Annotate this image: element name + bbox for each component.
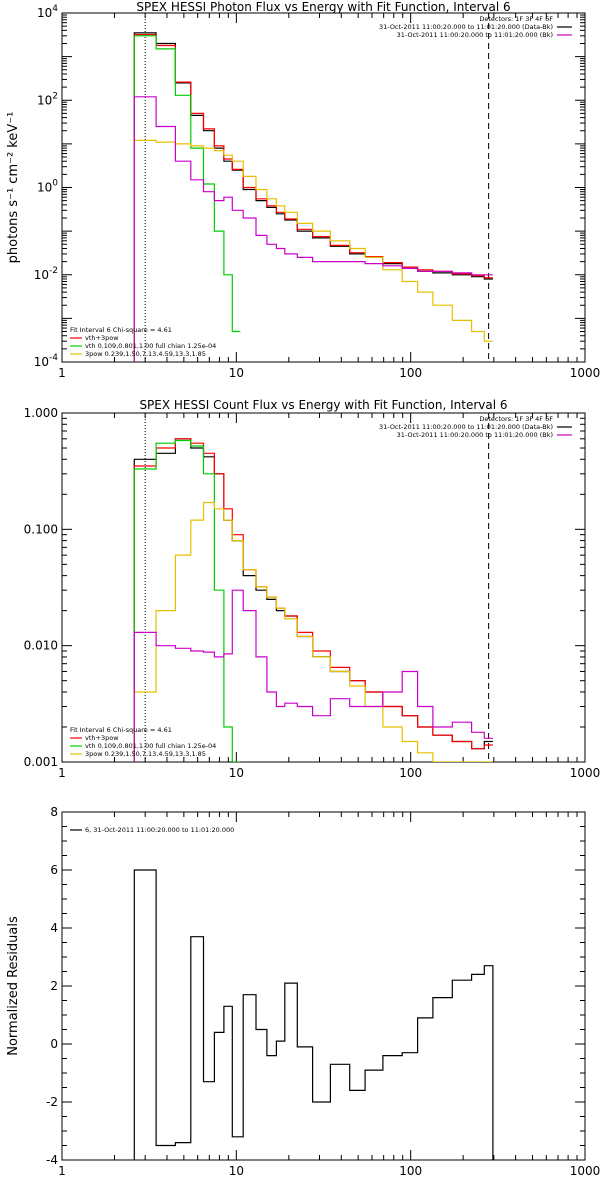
series-bk [133,96,493,362]
legend-fit-entry: 3pow 0.239,1.50,7.13,4.59,13.3,1.85 [85,350,206,358]
x-tick-label: 10 [229,1164,244,1178]
plot-frame [61,12,586,363]
legend-fit-header: Fit Interval 6 Chi-square = 4.61 [70,326,172,334]
series-vth-3pow [133,438,493,762]
y-tick-label: 102 [37,91,58,107]
y-tick-label: 4 [50,921,58,935]
series-group [133,869,494,1160]
legend-right-entry: 31-Oct-2011 11:00:20.000 to 11:01:20.000… [379,23,553,31]
series-group [133,32,493,362]
x-tick-label: 100 [399,1164,422,1178]
legend-right-entry: Detectors: 1F 3F 4F 6F [479,415,553,423]
x-tick-label: 1 [58,366,66,380]
x-tick-label: 100 [399,766,422,780]
series-vth-3pow [133,34,493,362]
y-tick-label: 1.000 [24,406,58,420]
y-axis-label: Normalized Residuals [6,916,21,1056]
series-vth [133,35,241,362]
y-tick-label: -4 [46,1153,58,1167]
legend-fit-entry: vth+3pow [85,734,119,742]
y-tick-label: 0.100 [24,522,58,536]
chart-title: SPEX HESSI Photon Flux vs Energy with Fi… [136,0,510,14]
plot-frame [61,412,586,763]
legend-right-entry: 31-Oct-2011 11:00:20.000 to 11:01:20.000… [397,431,553,439]
series-3pow [133,501,493,762]
x-tick-label: 1000 [570,366,600,380]
x-tick-label: 10 [229,766,244,780]
y-tick-label: 6 [50,863,58,877]
legend-entry: 6, 31-Oct-2011 11:00:20.000 to 11:01:20.… [85,826,234,834]
y-tick-label: 0 [50,1037,58,1051]
chart-panel-3: 1 10 100 1000 -4 -2 0 2 4 6 8 Normalized Residuals 6… [6,805,600,1178]
x-tick-label: 1 [58,1164,66,1178]
legend-fit-entry: vth+3pow [85,334,119,342]
legend-right-entry: 31-Oct-2011 11:00:20.000 to 11:01:20.000… [397,31,553,39]
series-data-bk [133,32,493,362]
chart-panel-2: SPEX HESSI Count Flux vs Energy with Fit… [24,398,600,780]
y-tick-label: 0.010 [24,639,58,653]
y-tick-label: 10-2 [34,266,58,282]
series-data-bk [133,438,493,762]
legend-fit-header: Fit Interval 6 Chi-square = 4.61 [70,726,172,734]
y-tick-label: 100 [37,179,58,195]
x-tick-label: 1000 [570,766,600,780]
x-tick-label: 10 [229,366,244,380]
legend-fit-entry: vth 0.109,0.801,1.00 full chian 1.25e-04 [85,342,216,350]
chart-title: SPEX HESSI Count Flux vs Energy with Fit… [139,398,507,412]
x-tick-label: 1 [58,766,66,780]
y-tick-label: 104 [37,4,58,20]
series-group [133,438,493,762]
legend-fit-entry: 3pow 0.239,1.50,7.13,4.59,13.3,1.85 [85,750,206,758]
legend-right-entry: 31-Oct-2011 11:00:20.000 to 11:01:20.000… [379,423,553,431]
y-tick-label: 8 [50,805,58,819]
x-tick-label: 1000 [570,1164,600,1178]
series-residuals [133,869,494,1160]
y-axis-label: photons s⁻¹ cm⁻² keV⁻¹ [6,112,21,264]
series-vth [133,439,241,762]
y-tick-label: 0.001 [24,755,58,769]
legend-right-entry: Detectors: 1F 3F 4F 6F [479,15,553,23]
legend-fit-entry: vth 0.109,0.801,1.00 full chian 1.25e-04 [85,742,216,750]
y-tick-label: 2 [50,979,58,993]
x-tick-label: 100 [399,366,422,380]
plot-frame [61,811,586,1161]
series-3pow [133,139,493,362]
series-bk [133,589,493,762]
chart-panel-1: SPEX HESSI Photon Flux vs Energy with Fi… [6,0,600,380]
y-tick-label: 10-4 [34,353,59,369]
y-tick-label: -2 [46,1095,58,1109]
